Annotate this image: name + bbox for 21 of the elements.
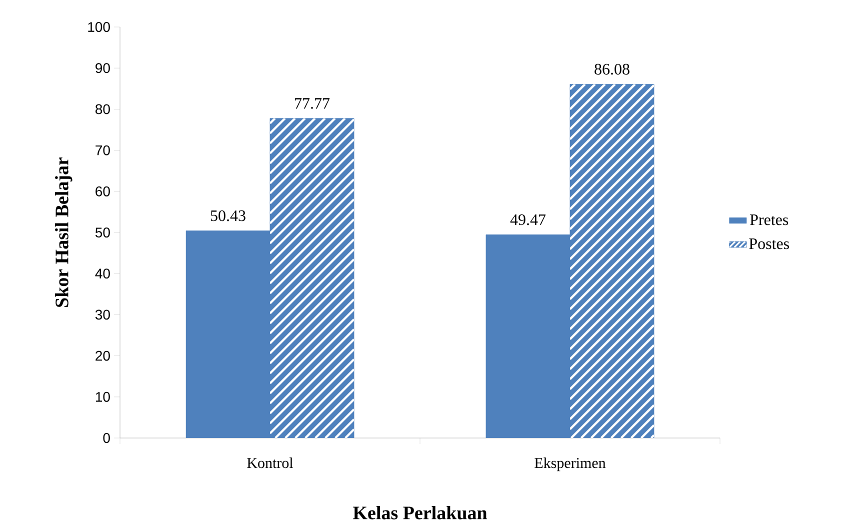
y-tick-label: 10	[96, 392, 110, 402]
x-tick-label: Eksperimen	[534, 458, 606, 472]
y-tick-label: 30	[95, 310, 110, 320]
y-tick-label: 40	[95, 268, 110, 279]
legend-label: Postes	[749, 238, 789, 250]
y-tick-label: 80	[96, 104, 110, 114]
data-label: 50.43	[210, 210, 246, 222]
y-tick-label: 60	[96, 186, 110, 196]
y-tick-label: 50	[95, 228, 110, 238]
y-tick-label: 0	[103, 433, 110, 443]
y-tick-label: 70	[96, 145, 110, 156]
x-axis-title: Kelas Perlakuan	[353, 506, 488, 520]
y-tick-label: 20	[96, 350, 110, 361]
data-label: 86.08	[594, 64, 630, 75]
data-label: 77.77	[295, 98, 330, 109]
y-axis-title: Skor Hasil Belajar	[55, 157, 72, 307]
data-label: 49.47	[510, 214, 546, 226]
y-tick-label: 90	[96, 63, 110, 74]
x-tick-label: Kontrol	[247, 458, 294, 468]
y-tick-label: 100	[88, 22, 110, 32]
legend-label: Pretes	[750, 214, 788, 226]
